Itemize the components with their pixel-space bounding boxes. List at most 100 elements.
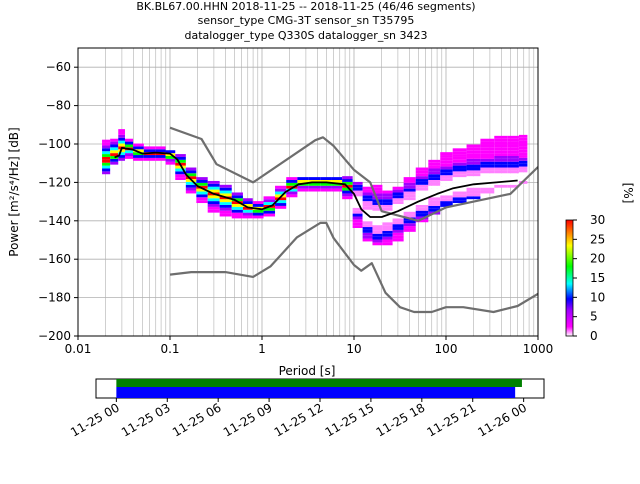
heatmap-cell — [415, 202, 429, 205]
heatmap-cell — [440, 192, 453, 196]
title-line-1: BK.BL67.00.HHN 2018-11-25 -- 2018-11-25 … — [136, 0, 475, 13]
heatmap-cell — [507, 144, 519, 148]
heatmap-cell — [494, 181, 508, 185]
heatmap-cell — [175, 177, 186, 180]
heatmap-cell — [231, 198, 243, 202]
heatmap-cell — [219, 190, 232, 194]
heatmap-cell — [263, 213, 276, 217]
heatmap-cell — [231, 204, 243, 207]
heatmap-cell — [219, 199, 232, 203]
heatmap-cell — [362, 221, 373, 225]
title-line-2: sensor_type CMG-3T sensor_sn T35795 — [198, 14, 415, 27]
heatmap-cell — [507, 158, 519, 162]
heatmap-cell — [392, 221, 404, 225]
colorbar-tick-label: 5 — [590, 310, 598, 324]
heatmap-cell — [480, 184, 495, 188]
heatmap-cell — [175, 168, 186, 172]
heatmap-cell — [440, 186, 453, 190]
heatmap-cell — [415, 179, 429, 182]
heatmap-cell — [372, 236, 383, 240]
heatmap-cell — [297, 188, 309, 192]
heatmap-cell — [352, 210, 363, 214]
heatmap-cell — [403, 214, 416, 218]
heatmap-cell — [392, 235, 404, 239]
heatmap-cell — [362, 204, 373, 207]
heatmap-cell — [382, 242, 393, 246]
heatmap-cell — [102, 139, 111, 143]
heatmap-cell — [382, 204, 393, 208]
timeline-tick-label: 11-25 18 — [374, 400, 428, 439]
heatmap-cell — [207, 198, 220, 202]
heatmap-cell — [428, 188, 441, 192]
heatmap-cell — [415, 173, 429, 177]
heatmap-cell — [252, 212, 264, 216]
heatmap-cell — [452, 151, 467, 155]
heatmap-cell — [452, 177, 467, 180]
heatmap-cell — [382, 228, 393, 231]
heatmap-cell — [452, 174, 467, 178]
heatmap-cell — [175, 171, 186, 175]
heatmap-cell — [392, 201, 404, 204]
heatmap-cell — [342, 181, 353, 185]
heatmap-cell — [102, 148, 111, 152]
heatmap-cell — [297, 180, 309, 183]
heatmap-cell — [415, 196, 429, 200]
heatmap-cell — [494, 147, 508, 151]
heatmap-cell — [207, 186, 220, 190]
heatmap-cell — [440, 201, 453, 204]
heatmap-cell — [372, 225, 383, 228]
heatmap-cell — [466, 167, 481, 171]
timeline-tick-label: 11-25 15 — [323, 400, 377, 439]
heatmap-cell — [102, 151, 111, 155]
heatmap-cell — [494, 161, 508, 165]
heatmap-cell — [362, 218, 373, 222]
heatmap-cell — [518, 166, 528, 170]
heatmap-cell — [331, 185, 343, 189]
heatmap-cell — [518, 172, 528, 176]
heatmap-cell — [428, 203, 441, 206]
heatmap-cell — [403, 205, 416, 209]
heatmap-cell — [196, 200, 208, 204]
heatmap-cell — [415, 219, 429, 223]
heatmap-cell — [124, 156, 134, 159]
y-tick-label: −200 — [38, 329, 71, 343]
heatmap-cell — [466, 170, 481, 174]
heatmap-cell — [494, 179, 508, 182]
colorbar-tick-label: 25 — [590, 232, 605, 246]
heatmap-cell — [185, 170, 197, 174]
heatmap-cell — [382, 219, 393, 223]
colorbar-tick-label: 30 — [590, 213, 605, 227]
heatmap-cell — [428, 162, 441, 166]
heatmap-cell — [392, 204, 404, 207]
heatmap-cell — [352, 219, 363, 223]
heatmap-cell — [392, 195, 404, 199]
heatmap-cell — [320, 185, 332, 189]
heatmap-cell — [415, 193, 429, 197]
heatmap-cell — [185, 167, 197, 171]
heatmap-cell — [219, 204, 232, 208]
heatmap-cell — [219, 187, 232, 191]
heatmap-cell — [440, 198, 453, 202]
heatmap-cell — [466, 147, 481, 151]
heatmap-cell — [372, 230, 383, 234]
heatmap-cell — [480, 190, 495, 194]
heatmap-cell — [480, 156, 495, 159]
y-tick-label: −180 — [38, 291, 71, 305]
heatmap-cell — [372, 190, 383, 194]
series-line-high-noise-model — [169, 126, 538, 222]
heatmap-cell — [252, 215, 264, 219]
heatmap-cell — [263, 199, 276, 203]
series-line-low-noise-model — [169, 221, 538, 314]
heatmap-cell — [219, 210, 232, 214]
heatmap-cell — [480, 147, 495, 151]
timeline-tick-label: 11-26 00 — [475, 400, 529, 439]
heatmap-cell — [362, 224, 373, 228]
heatmap-cell — [342, 187, 353, 191]
heatmap-cell — [382, 239, 393, 243]
heatmap-cell — [263, 202, 276, 205]
heatmap-cell — [165, 161, 176, 165]
heatmap-cell — [415, 190, 429, 194]
heatmap-cell — [252, 201, 264, 204]
heatmap-cell — [494, 173, 508, 177]
